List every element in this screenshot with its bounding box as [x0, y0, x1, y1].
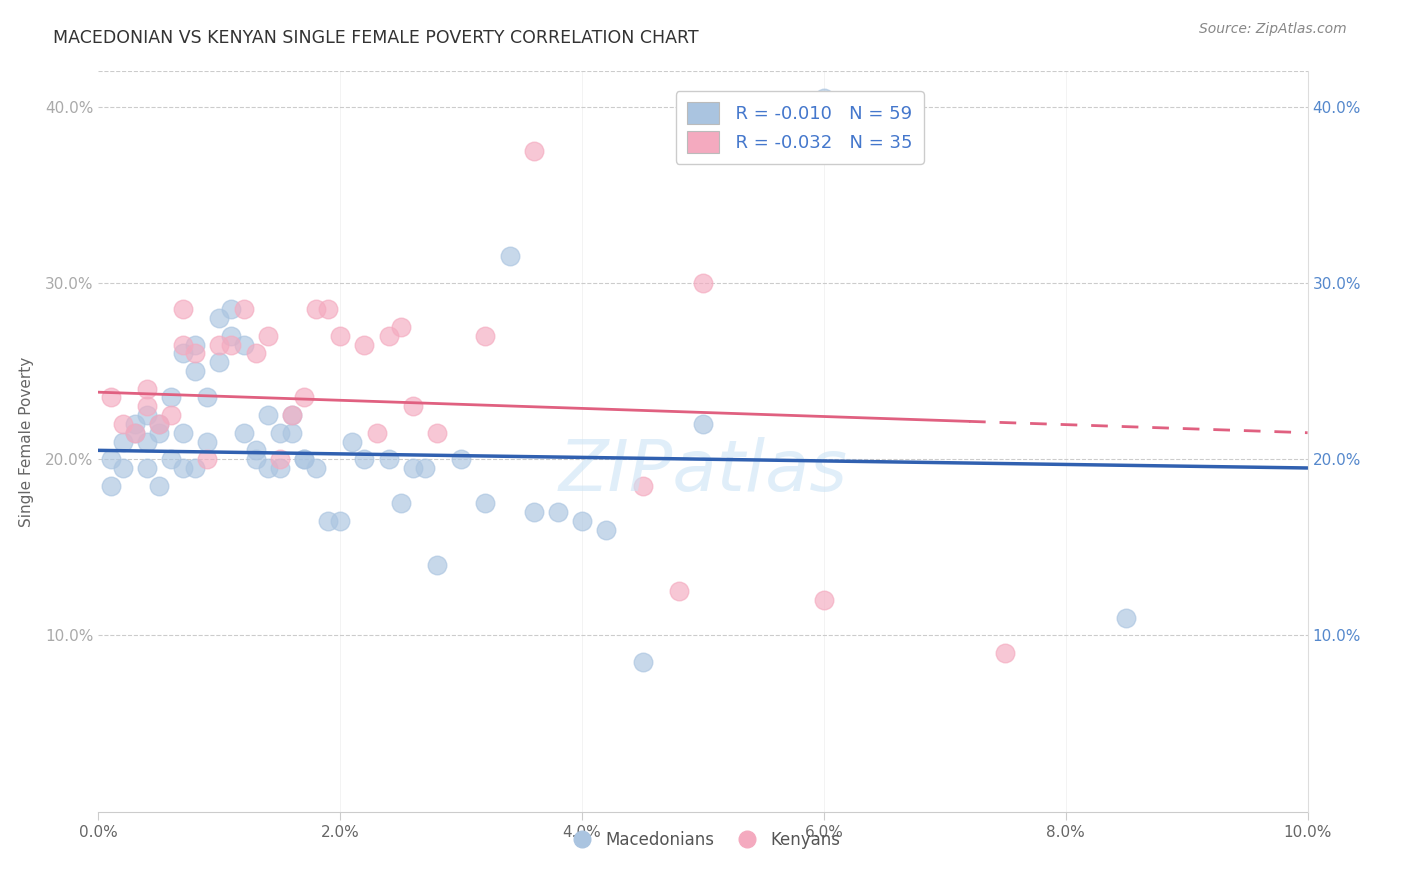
Point [135, 461, 157, 475]
Point [111, 461, 134, 475]
Point [353, 337, 375, 351]
Point [426, 425, 449, 440]
Point [389, 496, 412, 510]
Point [316, 302, 339, 317]
Point [100, 391, 122, 405]
Point [232, 337, 254, 351]
Point [813, 593, 835, 607]
Point [172, 302, 194, 317]
Point [100, 452, 122, 467]
Point [631, 478, 654, 492]
Point [316, 514, 339, 528]
Point [221, 328, 243, 343]
Point [269, 461, 291, 475]
Point [474, 496, 496, 510]
Point [631, 655, 654, 669]
Point [994, 646, 1017, 660]
Point [124, 425, 146, 440]
Point [184, 364, 207, 378]
Point [111, 417, 134, 431]
Point [292, 391, 315, 405]
Point [426, 558, 449, 572]
Point [100, 478, 122, 492]
Point [184, 337, 207, 351]
Point [195, 452, 218, 467]
Point [148, 417, 170, 431]
Point [232, 425, 254, 440]
Point [377, 328, 399, 343]
Point [1115, 611, 1137, 625]
Point [232, 302, 254, 317]
Point [523, 505, 546, 519]
Point [208, 337, 231, 351]
Point [498, 250, 520, 264]
Point [523, 144, 546, 158]
Point [245, 346, 267, 360]
Point [135, 382, 157, 396]
Point [208, 355, 231, 369]
Point [135, 434, 157, 449]
Point [353, 452, 375, 467]
Point [172, 346, 194, 360]
Point [281, 425, 304, 440]
Point [184, 461, 207, 475]
Point [195, 391, 218, 405]
Point [292, 452, 315, 467]
Point [256, 408, 278, 422]
Point [281, 408, 304, 422]
Point [292, 452, 315, 467]
Point [172, 337, 194, 351]
Point [184, 346, 207, 360]
Point [172, 425, 194, 440]
Point [402, 399, 425, 413]
Point [148, 417, 170, 431]
Point [124, 425, 146, 440]
Text: Source: ZipAtlas.com: Source: ZipAtlas.com [1199, 22, 1347, 37]
Point [474, 328, 496, 343]
Point [692, 276, 714, 290]
Point [668, 584, 690, 599]
Point [160, 391, 183, 405]
Point [195, 434, 218, 449]
Point [329, 328, 352, 343]
Point [595, 523, 617, 537]
Point [221, 302, 243, 317]
Point [269, 452, 291, 467]
Point [413, 461, 436, 475]
Point [160, 452, 183, 467]
Point [342, 434, 364, 449]
Point [571, 514, 593, 528]
Point [124, 417, 146, 431]
Point [281, 408, 304, 422]
Point [135, 399, 157, 413]
Point [305, 461, 328, 475]
Point [221, 337, 243, 351]
Point [160, 408, 183, 422]
Point [389, 320, 412, 334]
Point [377, 452, 399, 467]
Point [172, 461, 194, 475]
Point [366, 425, 388, 440]
Point [402, 461, 425, 475]
Point [547, 505, 569, 519]
Point [269, 425, 291, 440]
Point [256, 328, 278, 343]
Point [329, 514, 352, 528]
Point [111, 434, 134, 449]
Point [305, 302, 328, 317]
Point [135, 408, 157, 422]
Text: MACEDONIAN VS KENYAN SINGLE FEMALE POVERTY CORRELATION CHART: MACEDONIAN VS KENYAN SINGLE FEMALE POVER… [53, 29, 699, 46]
Point [148, 425, 170, 440]
Point [208, 311, 231, 326]
Point [245, 452, 267, 467]
Point [245, 443, 267, 458]
Y-axis label: Single Female Poverty: Single Female Poverty [18, 357, 34, 526]
Point [692, 417, 714, 431]
Point [450, 452, 472, 467]
Point [813, 91, 835, 105]
Legend: Macedonians, Kenyans: Macedonians, Kenyans [558, 824, 848, 855]
Text: ZIPatlas: ZIPatlas [558, 437, 848, 506]
Point [148, 478, 170, 492]
Point [256, 461, 278, 475]
